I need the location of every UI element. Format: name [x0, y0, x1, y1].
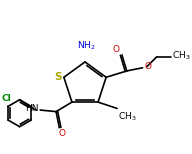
Text: Cl: Cl — [2, 93, 11, 103]
Text: O: O — [112, 45, 119, 54]
Text: HN: HN — [25, 104, 39, 113]
Text: NH$_2$: NH$_2$ — [77, 40, 96, 52]
Text: S: S — [54, 72, 61, 82]
Text: CH$_3$: CH$_3$ — [172, 50, 191, 62]
Text: CH$_3$: CH$_3$ — [118, 110, 137, 123]
Text: O: O — [59, 129, 66, 138]
Text: O: O — [144, 62, 151, 71]
